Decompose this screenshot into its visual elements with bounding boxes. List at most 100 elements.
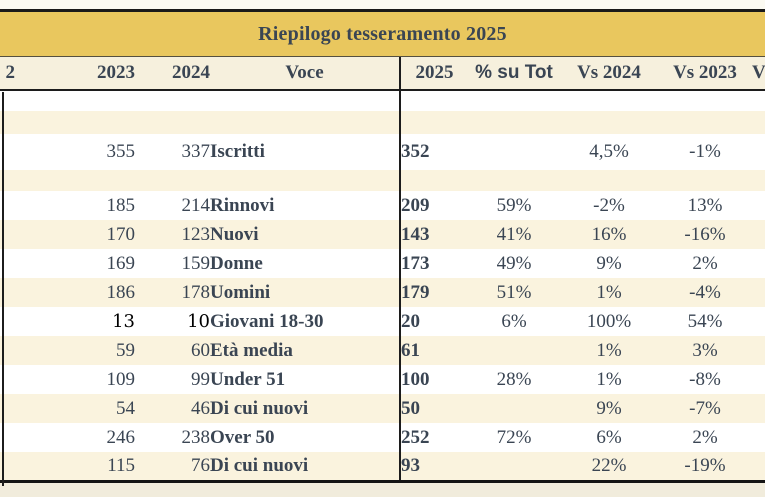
- column-header-y2025: 2025: [399, 57, 468, 91]
- column-header-voce: Voce: [210, 57, 400, 91]
- cell-y2023: 246: [106, 426, 136, 448]
- cell-voce: Rinnovi: [210, 194, 275, 216]
- cell-cut: [752, 336, 765, 365]
- cell-y2024: 99: [191, 368, 210, 390]
- cell-vs2023: -8%: [689, 368, 721, 390]
- cell-vs2024: [560, 90, 658, 111]
- table-row: 246 238 Over 50 252 72% 6% 2%: [0, 423, 765, 452]
- cell-voce: Giovani 18-30: [210, 310, 324, 332]
- cell-voce: [210, 111, 400, 134]
- cell-y2024: 76: [135, 452, 210, 483]
- table-row: 355 337 Iscritti 352 4,5% -1%: [0, 134, 765, 170]
- table-row: 115 76 Di cui nuovi 93 22% -19%: [0, 452, 765, 483]
- cell-vs2023: [658, 170, 752, 191]
- cell-y2025: 352: [399, 134, 468, 170]
- cell-y2024: 60: [191, 339, 210, 361]
- cell-voce: Nuovi: [210, 223, 259, 245]
- cell-y2025: 173: [399, 249, 468, 278]
- cell-voce: [210, 90, 400, 111]
- cell-vs2023: -19%: [658, 452, 752, 483]
- cell-cut: [752, 394, 765, 423]
- column-header-y2022: 2: [0, 57, 15, 91]
- cell-voce: Over 50: [210, 426, 275, 448]
- cell-vs2024: 6%: [596, 426, 622, 448]
- cell-y2023: 185: [106, 194, 136, 216]
- outside-area-bottom: [0, 482, 765, 497]
- cell-y2025: 50: [399, 394, 468, 423]
- cell-y2024: 159: [181, 252, 211, 274]
- cell-vs2023: 2%: [692, 426, 718, 448]
- cell-y2023: 169: [106, 252, 136, 274]
- cell-vs2023: -7%: [689, 397, 721, 419]
- cell-y2023: [15, 90, 135, 111]
- cell-y2025: 61: [399, 336, 468, 365]
- cell-vs2023: 54%: [687, 310, 723, 332]
- cell-pct: 51%: [496, 281, 532, 303]
- column-header-vs2024: Vs 2024: [560, 57, 658, 91]
- cell-pct: 72%: [496, 426, 532, 448]
- cell-y2025: 143: [399, 220, 468, 249]
- cell-y2024: 238: [181, 426, 211, 448]
- cell-vs2024: 9%: [596, 397, 622, 419]
- cell-vs2023: -1%: [689, 141, 721, 162]
- cell-vs2023: [658, 111, 752, 134]
- cell-voce: Donne: [210, 252, 263, 274]
- cell-cut: [752, 90, 765, 111]
- cell-vs2023: -16%: [684, 223, 726, 245]
- cell-pct: 6%: [501, 310, 527, 332]
- table-row: 185 214 Rinnovi 209 59% -2% 13%: [0, 191, 765, 220]
- cell-y2024: [135, 170, 210, 191]
- outside-area-top: [0, 0, 765, 9]
- cell-pct: [468, 452, 560, 483]
- cell-y2025: 252: [399, 423, 468, 452]
- cell-cut: [752, 191, 765, 220]
- cell-vs2023: 13%: [687, 194, 723, 216]
- cell-cut: [752, 452, 765, 483]
- table-row: 170 123 Nuovi 143 41% 16% -16%: [0, 220, 765, 249]
- column-header-y2023: 2023: [15, 57, 135, 91]
- cell-y2025: 93: [399, 452, 468, 483]
- cell-vs2023: 2%: [692, 252, 718, 274]
- cell-vs2023: [658, 90, 752, 111]
- spacer-row: [0, 90, 765, 111]
- column-header-pct: % su Tot: [468, 57, 560, 91]
- cell-pct: [468, 394, 560, 423]
- cell-vs2024: 1%: [596, 281, 622, 303]
- column-header-y2024: 2024: [135, 57, 210, 91]
- cell-vs2024: 16%: [591, 223, 627, 245]
- cell-pct: [468, 134, 560, 170]
- cell-pct: [468, 90, 560, 111]
- cell-y2025: [399, 90, 468, 111]
- cell-vs2024: [560, 111, 658, 134]
- cell-vs2024: 22%: [560, 452, 658, 483]
- cell-vs2023: -4%: [689, 281, 721, 303]
- cell-y2025: [399, 111, 468, 134]
- table-row: 54 46 Di cui nuovi 50 9% -7%: [0, 394, 765, 423]
- cell-cut: [752, 134, 765, 170]
- cell-y2023: [15, 111, 135, 134]
- cell-voce: Under 51: [210, 368, 286, 390]
- cell-y2024: [135, 90, 210, 111]
- cell-y2025: 179: [399, 278, 468, 307]
- cell-vs2024: 4,5%: [589, 141, 629, 162]
- cell-y2025: 100: [399, 365, 468, 394]
- cell-vs2023: 3%: [692, 339, 718, 361]
- cell-y2023: [15, 170, 135, 191]
- cell-cut: [752, 307, 765, 336]
- cell-y2025: [399, 170, 468, 191]
- membership-summary-table: 2 2023 2024 Voce 2025% su Tot Vs 2024 Vs 2023 V…: [0, 57, 765, 483]
- table-row: 186 178 Uomini 179 51% 1% -4%: [0, 278, 765, 307]
- cell-voce: Di cui nuovi: [210, 397, 309, 419]
- cell-vs2024: -2%: [593, 194, 625, 216]
- cell-pct: [468, 111, 560, 134]
- cell-y2025: 20: [399, 307, 468, 336]
- table-row: 13 10 Giovani 18-30 20 6% 100% 54%: [0, 307, 765, 336]
- cell-y2024: 214: [181, 194, 211, 216]
- cell-cut: [752, 249, 765, 278]
- cell-y2023: 186: [106, 281, 136, 303]
- column-header-cut: V: [752, 57, 765, 91]
- cell-y2024: 337: [181, 141, 211, 162]
- cell-cut: [752, 170, 765, 191]
- cell-voce: Iscritti: [210, 141, 265, 162]
